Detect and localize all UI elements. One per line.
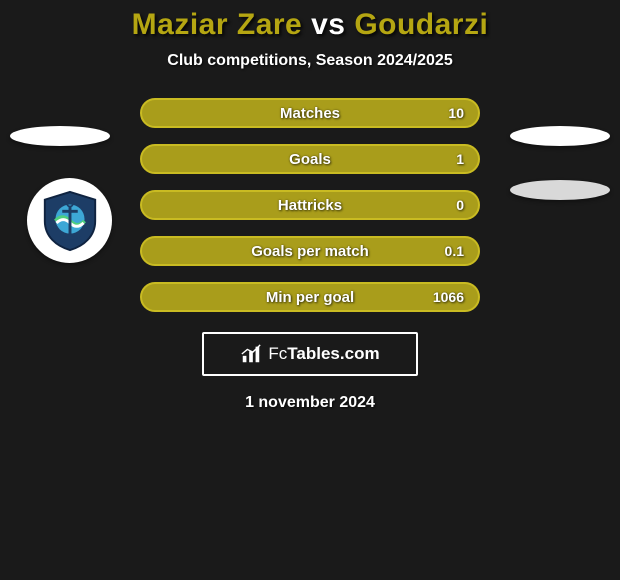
stat-row-goals: Goals 1 bbox=[140, 144, 480, 174]
stat-label: Goals bbox=[289, 151, 331, 168]
stat-value: 1 bbox=[456, 151, 464, 167]
branding-suffix: Tables.com bbox=[287, 344, 379, 363]
bar-chart-icon bbox=[240, 343, 262, 365]
stat-row-matches: Matches 10 bbox=[140, 98, 480, 128]
stat-value: 0.1 bbox=[445, 243, 464, 259]
badge-blank-right-1 bbox=[510, 126, 610, 146]
stat-label: Hattricks bbox=[278, 197, 342, 214]
player2-name: Goudarzi bbox=[354, 8, 488, 41]
branding-text: FcTables.com bbox=[268, 344, 379, 364]
stat-row-gpm: Goals per match 0.1 bbox=[140, 236, 480, 266]
player1-name: Maziar Zare bbox=[132, 8, 303, 41]
branding-prefix: Fc bbox=[268, 344, 287, 363]
anchor-shield-icon bbox=[39, 190, 101, 252]
date-line: 1 november 2024 bbox=[245, 394, 375, 412]
subtitle: Club competitions, Season 2024/2025 bbox=[167, 52, 452, 70]
branding-box: FcTables.com bbox=[202, 332, 418, 376]
stat-label: Matches bbox=[280, 105, 340, 122]
vs-word: vs bbox=[311, 8, 345, 41]
stat-label: Goals per match bbox=[251, 243, 369, 260]
stats-list: Matches 10 Goals 1 Hattricks 0 Goals per… bbox=[140, 98, 480, 312]
stat-value: 0 bbox=[456, 197, 464, 213]
stat-row-mpg: Min per goal 1066 bbox=[140, 282, 480, 312]
stat-value: 10 bbox=[448, 105, 464, 121]
stat-row-hattricks: Hattricks 0 bbox=[140, 190, 480, 220]
club-crest bbox=[27, 178, 112, 263]
stat-value: 1066 bbox=[433, 289, 464, 305]
page-title: Maziar Zare vs Goudarzi bbox=[132, 8, 489, 42]
stat-label: Min per goal bbox=[266, 289, 354, 306]
badge-blank-right-2 bbox=[510, 180, 610, 200]
badge-blank-left bbox=[10, 126, 110, 146]
crest-graphic bbox=[39, 190, 101, 252]
